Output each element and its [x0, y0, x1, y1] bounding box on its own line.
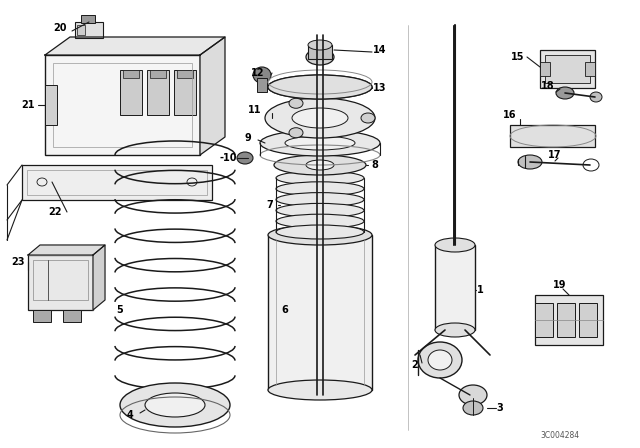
Bar — [45, 85, 57, 125]
Bar — [81, 15, 95, 23]
Bar — [27, 170, 207, 195]
Bar — [308, 45, 332, 59]
Text: 22: 22 — [48, 207, 61, 217]
Text: 9: 9 — [244, 133, 252, 143]
Bar — [579, 303, 597, 337]
Bar — [435, 245, 475, 330]
Bar — [257, 78, 267, 92]
Text: 11: 11 — [248, 105, 262, 115]
Text: 4: 4 — [127, 410, 133, 420]
Bar — [540, 50, 595, 88]
Text: 14: 14 — [373, 45, 387, 55]
Bar — [510, 125, 595, 147]
Bar — [33, 260, 88, 300]
Bar — [557, 303, 575, 337]
Ellipse shape — [268, 380, 372, 400]
Polygon shape — [200, 37, 225, 155]
Ellipse shape — [289, 98, 303, 108]
Ellipse shape — [435, 238, 475, 252]
Bar — [268, 235, 372, 390]
Ellipse shape — [268, 75, 372, 99]
Bar — [77, 25, 85, 35]
Ellipse shape — [285, 136, 355, 150]
Ellipse shape — [292, 108, 348, 128]
Ellipse shape — [306, 49, 334, 65]
Text: 23: 23 — [12, 257, 25, 267]
Bar — [45, 55, 200, 155]
Ellipse shape — [428, 350, 452, 370]
Text: 7: 7 — [267, 200, 273, 210]
Text: 2: 2 — [412, 360, 419, 370]
Ellipse shape — [237, 152, 253, 164]
Text: 21: 21 — [21, 100, 35, 110]
Text: 16: 16 — [503, 110, 516, 120]
Ellipse shape — [308, 40, 332, 50]
Bar — [174, 70, 196, 115]
Bar — [585, 62, 595, 76]
Text: 8: 8 — [372, 160, 378, 170]
Ellipse shape — [276, 214, 364, 228]
Ellipse shape — [435, 323, 475, 337]
Ellipse shape — [253, 67, 271, 83]
Ellipse shape — [268, 225, 372, 245]
Ellipse shape — [361, 113, 375, 123]
Ellipse shape — [556, 87, 574, 99]
Bar — [540, 62, 550, 76]
Ellipse shape — [276, 225, 364, 239]
Bar — [53, 63, 192, 147]
Ellipse shape — [276, 171, 364, 185]
Bar — [535, 295, 603, 345]
Text: 17: 17 — [548, 150, 562, 160]
Text: 13: 13 — [373, 83, 387, 93]
Bar — [33, 310, 51, 322]
Bar — [177, 70, 193, 78]
Text: 5: 5 — [116, 305, 124, 315]
Text: -10: -10 — [220, 153, 237, 163]
Ellipse shape — [120, 383, 230, 427]
Text: 18: 18 — [541, 81, 555, 91]
Text: 20: 20 — [53, 23, 67, 33]
Ellipse shape — [518, 155, 542, 169]
Text: 6: 6 — [282, 305, 289, 315]
Bar — [150, 70, 166, 78]
Text: 1: 1 — [477, 285, 483, 295]
Ellipse shape — [268, 75, 372, 99]
Ellipse shape — [463, 401, 483, 415]
Bar — [535, 303, 553, 337]
Text: 3: 3 — [497, 403, 504, 413]
Ellipse shape — [145, 393, 205, 417]
Ellipse shape — [260, 130, 380, 156]
Polygon shape — [93, 245, 105, 310]
Text: 12: 12 — [252, 68, 265, 78]
Bar — [63, 310, 81, 322]
Text: 19: 19 — [553, 280, 567, 290]
Ellipse shape — [289, 128, 303, 138]
Bar — [22, 165, 212, 200]
Bar — [120, 70, 142, 115]
Ellipse shape — [418, 342, 462, 378]
Ellipse shape — [274, 155, 366, 175]
Ellipse shape — [276, 182, 364, 196]
Ellipse shape — [590, 92, 602, 102]
Text: 15: 15 — [511, 52, 525, 62]
Bar — [545, 55, 590, 83]
Ellipse shape — [276, 203, 364, 217]
Ellipse shape — [459, 385, 487, 405]
Bar — [75, 22, 103, 38]
Polygon shape — [28, 245, 105, 255]
Ellipse shape — [265, 98, 375, 138]
Ellipse shape — [306, 160, 334, 170]
Bar — [147, 70, 169, 115]
Bar — [123, 70, 139, 78]
Ellipse shape — [276, 193, 364, 207]
Text: 3C004284: 3C004284 — [540, 431, 580, 439]
Polygon shape — [45, 37, 225, 55]
Bar — [28, 255, 93, 310]
